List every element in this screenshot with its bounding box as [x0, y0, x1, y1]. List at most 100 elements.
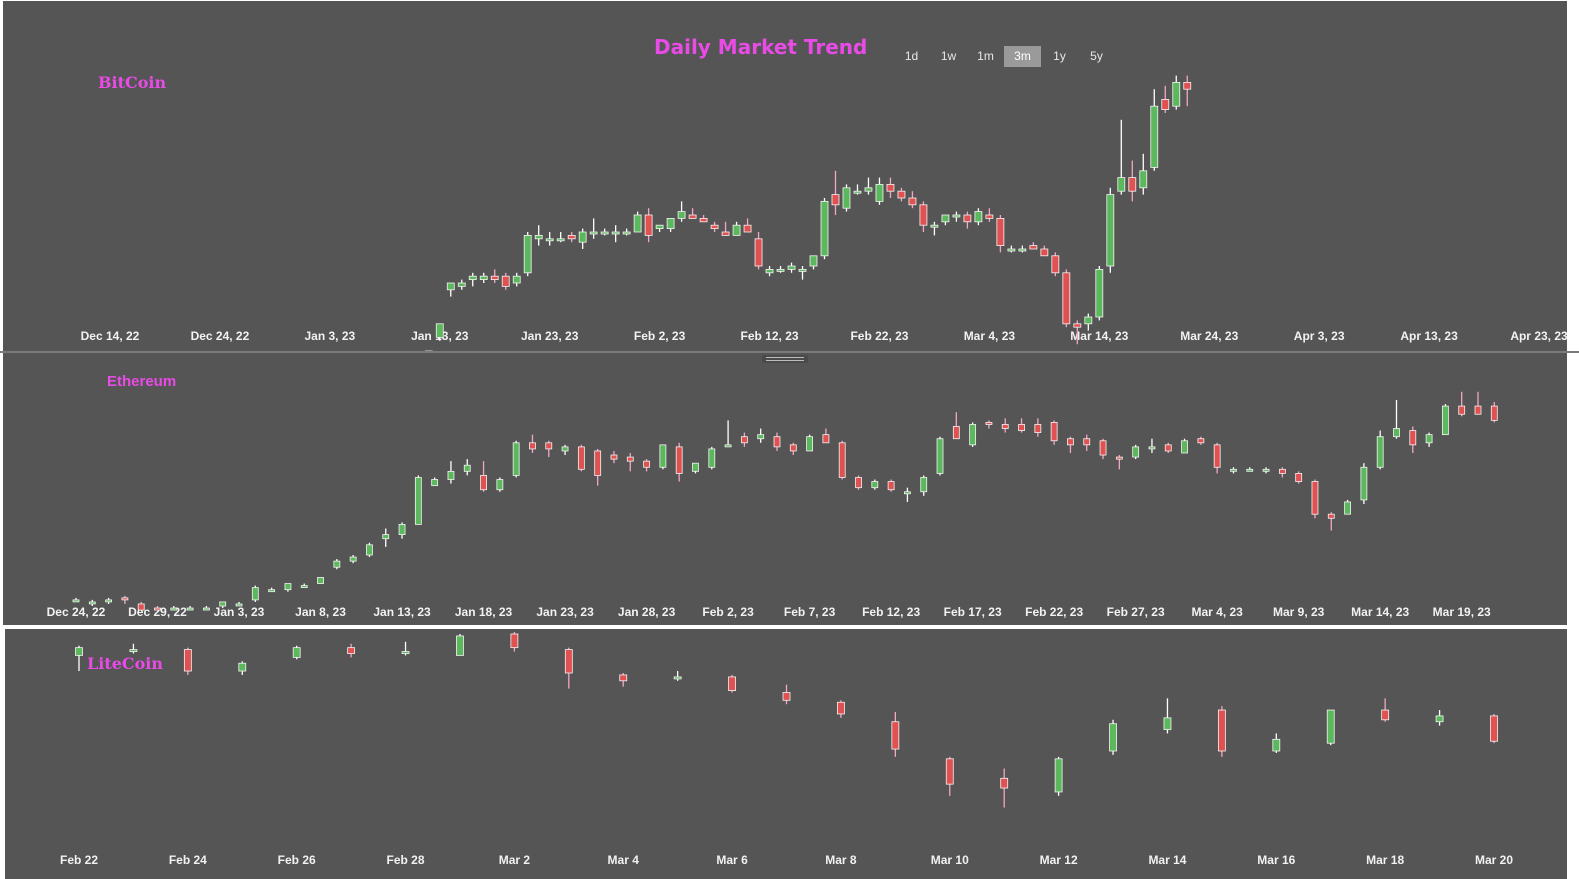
- litecoin-candle[interactable]: [1435, 710, 1444, 726]
- bitcoin-candle[interactable]: [809, 255, 818, 270]
- ethereum-candle[interactable]: [317, 577, 324, 584]
- litecoin-candle[interactable]: [510, 632, 519, 652]
- litecoin-candle[interactable]: [945, 756, 954, 796]
- ethereum-candle[interactable]: [1018, 418, 1025, 433]
- bitcoin-candle[interactable]: [941, 214, 950, 226]
- bitcoin-candle[interactable]: [699, 215, 708, 223]
- ethereum-candle[interactable]: [936, 436, 944, 476]
- range-button-1d[interactable]: 1d: [904, 49, 919, 63]
- bitcoin-candle[interactable]: [1117, 119, 1126, 195]
- ethereum-candle[interactable]: [610, 450, 618, 464]
- ethereum-candle[interactable]: [480, 461, 487, 492]
- ethereum-candle[interactable]: [1376, 430, 1384, 470]
- ethereum-candle[interactable]: [659, 444, 667, 470]
- bitcoin-candle[interactable]: [688, 208, 697, 219]
- ethereum-candle[interactable]: [708, 446, 716, 470]
- ethereum-candle[interactable]: [1295, 471, 1303, 484]
- ethereum-candle[interactable]: [545, 440, 553, 458]
- ethereum-candle[interactable]: [1067, 436, 1074, 453]
- ethereum-candle[interactable]: [1311, 479, 1319, 519]
- ethereum-candle[interactable]: [1425, 432, 1433, 447]
- bitcoin-candle[interactable]: [930, 221, 939, 236]
- ethereum-candle[interactable]: [1001, 418, 1009, 433]
- ethereum-candle[interactable]: [1083, 434, 1091, 451]
- bitcoin-candle[interactable]: [864, 177, 873, 195]
- ethereum-candle[interactable]: [300, 583, 308, 589]
- ethereum-candle[interactable]: [137, 601, 145, 611]
- ethereum-candle[interactable]: [1262, 467, 1270, 474]
- ethereum-candle[interactable]: [1197, 436, 1205, 445]
- ethereum-candle[interactable]: [692, 462, 699, 474]
- bitcoin-candle[interactable]: [732, 221, 741, 236]
- ethereum-candle[interactable]: [577, 444, 585, 472]
- ethereum-candle[interactable]: [724, 420, 732, 448]
- ethereum-candle[interactable]: [1360, 463, 1368, 504]
- ethereum-candle[interactable]: [920, 475, 928, 496]
- litecoin-candle[interactable]: [1326, 709, 1335, 746]
- bitcoin-candle[interactable]: [985, 208, 994, 222]
- bitcoin-candle[interactable]: [545, 232, 554, 246]
- bitcoin-candle[interactable]: [820, 198, 829, 260]
- ethereum-candle[interactable]: [349, 555, 357, 564]
- ethereum-candle[interactable]: [1490, 402, 1498, 423]
- ethereum-candle[interactable]: [170, 606, 178, 611]
- ethereum-candle[interactable]: [757, 428, 765, 443]
- ethereum-candle[interactable]: [806, 434, 814, 452]
- bitcoin-candle[interactable]: [787, 262, 796, 273]
- litecoin-candle[interactable]: [728, 674, 736, 693]
- ethereum-candle[interactable]: [626, 453, 634, 472]
- bitcoin-candle[interactable]: [1051, 252, 1060, 277]
- ethereum-candle[interactable]: [88, 599, 96, 606]
- ethereum-candle[interactable]: [284, 583, 292, 592]
- ethereum-candle[interactable]: [333, 559, 341, 570]
- range-button-3m[interactable]: 3m: [1004, 46, 1041, 67]
- litecoin-candle[interactable]: [1054, 756, 1063, 796]
- bitcoin-candle[interactable]: [1095, 266, 1104, 321]
- bitcoin-candle[interactable]: [567, 232, 576, 243]
- ethereum-candle[interactable]: [219, 601, 227, 609]
- bitcoin-candle[interactable]: [501, 272, 510, 290]
- ethereum-candle[interactable]: [1148, 438, 1156, 453]
- litecoin-candle[interactable]: [837, 700, 845, 718]
- ethereum-candle[interactable]: [1474, 391, 1482, 415]
- bitcoin-candle[interactable]: [1183, 75, 1192, 107]
- bitcoin-candle[interactable]: [534, 225, 543, 246]
- bitcoin-candle[interactable]: [919, 201, 928, 232]
- ethereum-candle[interactable]: [398, 522, 406, 539]
- ethereum-candle[interactable]: [154, 606, 161, 611]
- ethereum-candle[interactable]: [675, 442, 683, 482]
- ethereum-candle[interactable]: [594, 448, 602, 486]
- bitcoin-candle[interactable]: [842, 184, 851, 212]
- ethereum-candle[interactable]: [203, 606, 210, 611]
- bitcoin-candle[interactable]: [457, 279, 466, 290]
- litecoin-candle[interactable]: [673, 671, 682, 681]
- litecoin-candle[interactable]: [1000, 768, 1009, 808]
- bitcoin-candle[interactable]: [1007, 245, 1016, 253]
- bitcoin-candle[interactable]: [1161, 85, 1170, 113]
- ethereum-candle[interactable]: [1132, 444, 1140, 460]
- bitcoin-candle[interactable]: [490, 269, 499, 283]
- bitcoin-candle[interactable]: [1084, 313, 1093, 331]
- ethereum-candle[interactable]: [1246, 467, 1254, 472]
- bitcoin-candle[interactable]: [1029, 242, 1038, 250]
- bitcoin-candle[interactable]: [1172, 75, 1181, 110]
- bitcoin-candle[interactable]: [754, 232, 763, 270]
- ethereum-candle[interactable]: [1344, 499, 1351, 515]
- ethereum-candle[interactable]: [1115, 455, 1123, 470]
- litecoin-candle[interactable]: [782, 684, 791, 705]
- bitcoin-candle[interactable]: [666, 217, 675, 232]
- litecoin-candle[interactable]: [1490, 713, 1498, 744]
- ethereum-candle[interactable]: [414, 475, 422, 525]
- bitcoin-candle[interactable]: [655, 224, 664, 232]
- bitcoin-candle[interactable]: [798, 266, 807, 280]
- ethereum-candle[interactable]: [72, 597, 80, 603]
- bitcoin-candle[interactable]: [644, 208, 653, 243]
- ethereum-candle[interactable]: [904, 487, 911, 502]
- ethereum-candle[interactable]: [969, 422, 977, 447]
- ethereum-candle[interactable]: [740, 432, 748, 447]
- ethereum-candle[interactable]: [952, 412, 960, 440]
- ethereum-candle[interactable]: [463, 459, 471, 476]
- range-button-5y[interactable]: 5y: [1090, 49, 1103, 63]
- ethereum-candle[interactable]: [268, 587, 276, 593]
- litecoin-candle[interactable]: [564, 647, 573, 689]
